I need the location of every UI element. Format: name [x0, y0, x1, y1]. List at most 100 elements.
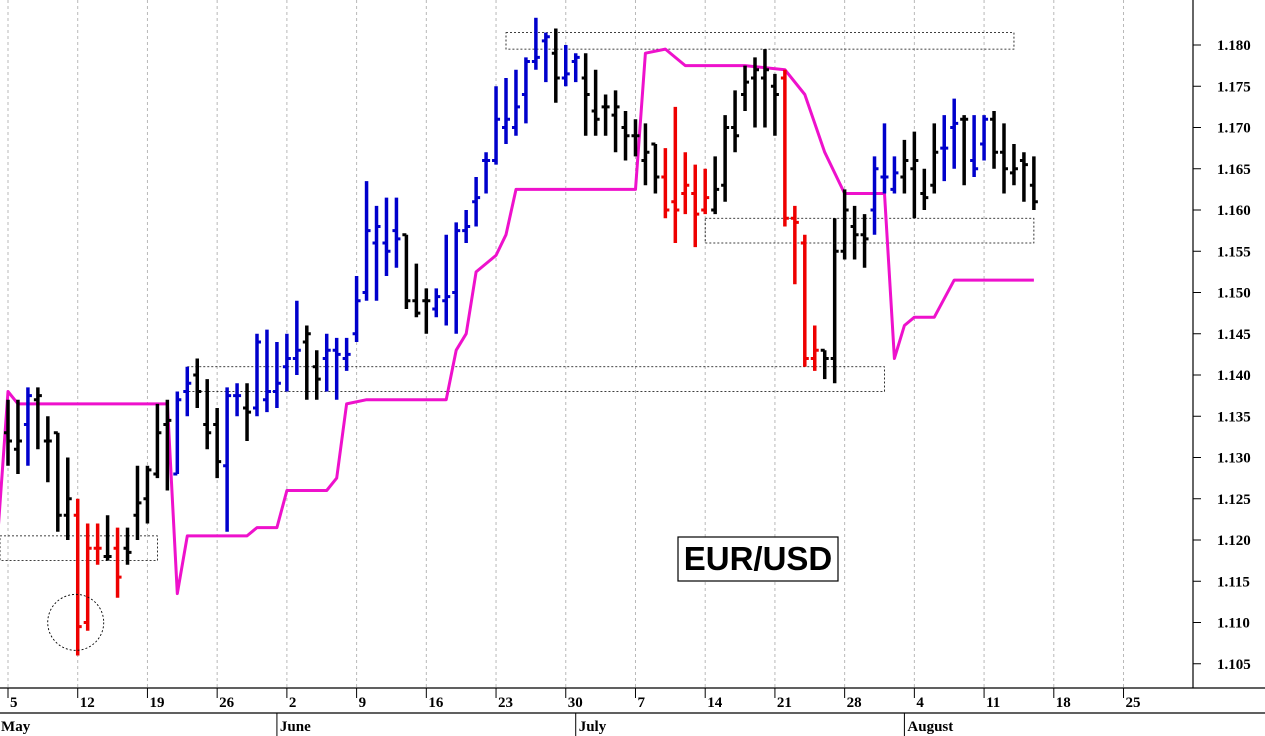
- ohlc-bar: [760, 49, 769, 128]
- x-tick-label: 5: [10, 695, 18, 711]
- y-tick-label: 1.105: [1217, 657, 1251, 673]
- x-tick-label: 11: [986, 695, 1000, 711]
- stop-line-series: [0, 47, 1034, 596]
- x-tick-label: 25: [1126, 695, 1141, 711]
- ohlc-bar: [960, 115, 969, 186]
- ohlc-bar: [422, 288, 431, 334]
- ohlc-bar: [1019, 152, 1028, 202]
- ohlc-bar: [123, 527, 132, 565]
- ohlc-bar: [362, 181, 371, 301]
- ohlc-bar: [860, 214, 869, 268]
- ohlc-bar: [840, 189, 849, 260]
- ohlc-bar: [1009, 144, 1018, 186]
- ohlc-bar: [521, 57, 530, 124]
- ohlc-bar: [591, 69, 600, 136]
- swing-low-circle: [47, 593, 105, 651]
- stop-line: [0, 47, 1034, 596]
- ohlc-bar: [751, 57, 759, 128]
- ohlc-bar: [223, 387, 232, 532]
- ohlc-bar: [83, 523, 92, 631]
- price-zone: [505, 32, 1015, 50]
- ohlc-bar: [143, 465, 152, 524]
- ohlc-bar: [23, 387, 32, 466]
- ohlc-bar: [253, 333, 261, 417]
- ohlc-bar: [412, 263, 421, 318]
- y-tick-label: 1.155: [1217, 244, 1251, 260]
- x-tick-label: 2: [289, 695, 297, 711]
- ohlc-bar: [671, 106, 680, 243]
- y-tick-label: 1.140: [1217, 368, 1251, 384]
- ohlc-bar: [661, 148, 670, 219]
- ohlc-bar: [721, 115, 730, 202]
- ohlc-bar: [541, 32, 550, 83]
- ohlc-bar: [611, 90, 620, 153]
- ohlc-bar: [711, 156, 720, 215]
- ohlc-bar: [571, 53, 580, 83]
- y-tick-label: 1.130: [1217, 451, 1251, 467]
- ohlc-bar: [561, 45, 570, 87]
- ohlc-bar: [770, 73, 779, 136]
- ohlc-bar: [482, 152, 491, 194]
- y-tick-label: 1.125: [1217, 492, 1251, 508]
- ohlc-bar: [442, 234, 451, 326]
- x-tick-label: 14: [707, 695, 723, 711]
- y-tick-label: 1.165: [1217, 162, 1251, 178]
- ohlc-bar: [780, 69, 789, 227]
- chart-title: EUR/USD: [684, 540, 833, 577]
- ohlc-bar: [352, 276, 361, 342]
- ohlc-bar: [551, 28, 560, 103]
- ohlc-bar: [621, 111, 630, 161]
- x-tick-label: 4: [916, 695, 924, 711]
- ohlc-bar: [382, 197, 391, 276]
- ohlc-bar: [452, 222, 461, 334]
- ohlc-bar: [1029, 156, 1038, 210]
- ohlc-bar: [691, 164, 700, 248]
- y-tick-label: 1.160: [1217, 203, 1251, 219]
- ohlc-bar: [830, 218, 839, 384]
- x-tick-label: 26: [219, 695, 235, 711]
- ohlc-bar: [462, 210, 471, 243]
- ohlc-bar: [43, 416, 52, 483]
- ohlc-bar: [731, 90, 740, 153]
- ohlc-bar: [601, 94, 610, 136]
- ohlc-bar: [990, 111, 999, 169]
- y-tick-label: 1.120: [1217, 533, 1251, 549]
- ohlc-bar: [641, 123, 650, 186]
- ohlc-bar: [511, 69, 520, 136]
- x-tick-label: 30: [568, 695, 583, 711]
- ohlc-bar: [890, 156, 899, 194]
- ohlc-bar: [302, 325, 311, 400]
- ohlc-bar: [243, 383, 252, 441]
- ohlc-bar: [581, 53, 590, 136]
- ohlc-bar: [282, 333, 291, 392]
- price-zone: [186, 366, 885, 392]
- ohlc-bar: [980, 115, 989, 161]
- x-tick-label: 7: [637, 695, 645, 711]
- ohlc-bar: [113, 527, 122, 598]
- ohlc-bar: [531, 17, 540, 70]
- ohlc-bar: [322, 333, 331, 392]
- x-tick-label: 23: [498, 695, 513, 711]
- month-label: July: [579, 719, 607, 735]
- month-label: May: [1, 719, 31, 735]
- ohlc-bar: [163, 399, 172, 491]
- y-tick-label: 1.145: [1217, 327, 1251, 343]
- ohlc-bar: [900, 139, 909, 194]
- ohlc-bar: [472, 177, 481, 227]
- ohlc-bar: [203, 379, 212, 450]
- vertical-gridlines: [7, 0, 1125, 688]
- ohlc-bar: [272, 342, 281, 408]
- ohlc-bar: [870, 156, 879, 235]
- ohlc-bar: [940, 115, 949, 182]
- ohlc-bar: [63, 457, 72, 540]
- month-label: June: [280, 719, 311, 735]
- ohlc-bar: [432, 288, 441, 318]
- x-tick-label: 12: [80, 695, 95, 711]
- ohlc-bar: [631, 119, 640, 157]
- price-zone: [704, 217, 1035, 244]
- ohlc-bar: [741, 65, 750, 111]
- ohlc-bar: [193, 358, 202, 408]
- ohlc-bar: [73, 498, 82, 656]
- price-bars: [4, 17, 1038, 656]
